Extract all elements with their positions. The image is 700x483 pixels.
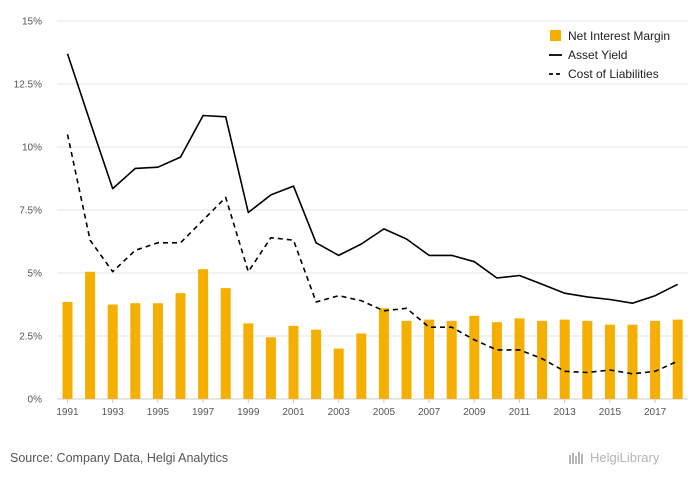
legend-label-net-interest-margin: Net Interest Margin bbox=[568, 29, 670, 43]
y-tick-label: 15% bbox=[22, 17, 42, 28]
x-tick-label: 1993 bbox=[102, 407, 125, 418]
bar-net-interest-margin-2018 bbox=[672, 319, 683, 399]
bar-net-interest-margin-1991 bbox=[62, 301, 73, 399]
x-tick-label: 2001 bbox=[282, 407, 305, 418]
bar-net-interest-margin-2009 bbox=[469, 315, 480, 399]
bar-net-interest-margin-2016 bbox=[627, 324, 638, 399]
chart: 0% 2.5% 5% 7.5% 10% 12.5% 15% 1991 1993 1995 1997 1… bbox=[14, 17, 688, 419]
bar-net-interest-margin-1992 bbox=[85, 271, 96, 399]
bar-net-interest-margin-2004 bbox=[356, 333, 367, 399]
x-tick-label: 2003 bbox=[328, 407, 351, 418]
y-tick-label: 12.5% bbox=[14, 80, 42, 91]
bar-net-interest-margin-2000 bbox=[265, 337, 276, 399]
x-tick-label: 2017 bbox=[644, 407, 667, 418]
bar-net-interest-margin-1993 bbox=[107, 304, 118, 399]
x-tick-label: 2007 bbox=[418, 407, 441, 418]
bars-layer bbox=[62, 269, 683, 399]
line-asset-yield bbox=[66, 53, 679, 305]
bar-net-interest-margin-2014 bbox=[582, 320, 593, 399]
y-tick-label: 7.5% bbox=[19, 206, 42, 217]
lines-layer bbox=[66, 53, 679, 375]
bar-net-interest-margin-1994 bbox=[130, 303, 141, 399]
legend: Net Interest Margin Asset Yield Cost of Li… bbox=[549, 29, 670, 81]
bar-net-interest-margin-2002 bbox=[311, 329, 322, 399]
x-tick-label: 2013 bbox=[554, 407, 577, 418]
y-tick-label: 0% bbox=[28, 395, 43, 406]
x-tick-label: 1995 bbox=[147, 407, 170, 418]
x-tick-label: 2005 bbox=[373, 407, 396, 418]
bar-net-interest-margin-2003 bbox=[333, 348, 344, 399]
legend-swatch-net-interest-margin bbox=[550, 30, 561, 41]
bar-net-interest-margin-1998 bbox=[220, 288, 231, 399]
brand-logo: HelgiLibrary bbox=[568, 450, 659, 465]
x-tick-label: 1991 bbox=[56, 407, 79, 418]
x-tick-label: 1999 bbox=[237, 407, 260, 418]
source-note: Source: Company Data, Helgi Analytics bbox=[10, 451, 229, 465]
bar-net-interest-margin-2015 bbox=[604, 324, 615, 399]
brand-name: HelgiLibrary bbox=[590, 450, 660, 465]
y-tick-label: 10% bbox=[22, 143, 42, 154]
bar-net-interest-margin-2008 bbox=[446, 320, 457, 399]
bar-net-interest-margin-2006 bbox=[401, 320, 412, 399]
bar-net-interest-margin-1997 bbox=[198, 269, 209, 399]
x-tick-label: 1997 bbox=[192, 407, 215, 418]
legend-label-asset-yield: Asset Yield bbox=[568, 48, 627, 62]
x-tick-label: 2009 bbox=[463, 407, 486, 418]
x-tick-label: 2011 bbox=[509, 407, 531, 418]
bar-net-interest-margin-1995 bbox=[152, 303, 163, 399]
bar-net-interest-margin-2001 bbox=[288, 325, 299, 399]
library-icon bbox=[569, 452, 583, 464]
legend-label-cost-of-liabilities: Cost of Liabilities bbox=[568, 67, 659, 81]
bar-net-interest-margin-1999 bbox=[243, 323, 254, 399]
bar-net-interest-margin-2005 bbox=[378, 308, 389, 399]
bar-net-interest-margin-2013 bbox=[559, 319, 570, 399]
bar-net-interest-margin-2007 bbox=[424, 319, 435, 399]
bar-net-interest-margin-2011 bbox=[514, 318, 525, 399]
line-cost-of-liabilities bbox=[66, 134, 679, 375]
ticks-layer: 0% 2.5% 5% 7.5% 10% 12.5% 15% 1991 1993 1995 1997 1… bbox=[14, 17, 667, 419]
y-tick-label: 5% bbox=[28, 269, 43, 280]
bar-net-interest-margin-2017 bbox=[650, 320, 661, 399]
bar-net-interest-margin-1996 bbox=[175, 293, 186, 399]
bar-net-interest-margin-2010 bbox=[491, 322, 502, 399]
bar-net-interest-margin-2012 bbox=[537, 320, 548, 399]
y-tick-label: 2.5% bbox=[19, 332, 42, 343]
x-tick-label: 2015 bbox=[599, 407, 622, 418]
